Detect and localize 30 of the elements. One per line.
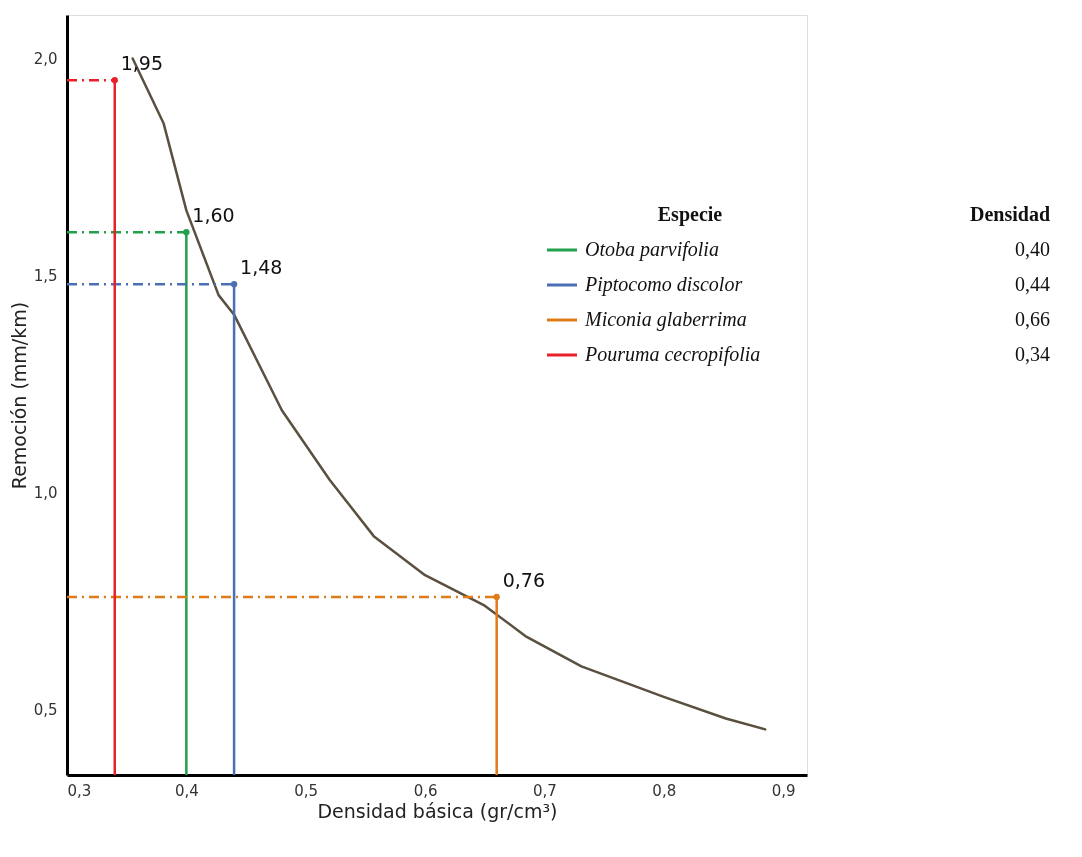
y-tick-label: 1,5 — [33, 267, 58, 286]
text: 0,34 — [1015, 343, 1050, 365]
text: Densidad — [969, 203, 1050, 225]
legend-label: Piptocomo discolor — [584, 273, 743, 296]
legend-label: Otoba parvifolia — [585, 238, 719, 261]
point — [183, 228, 190, 236]
x-tick-label: 0,5 — [294, 781, 319, 800]
legend-label: Miconia glaberrima — [584, 308, 747, 331]
y-tick-label: 2,0 — [33, 49, 58, 68]
text: 0,40 — [1015, 238, 1050, 260]
legend-label: Pouruma cecropifolia — [584, 343, 761, 366]
legend-title: Especie — [657, 203, 723, 226]
x-tick-label: 0,3 — [67, 781, 92, 800]
data-label: 1,48 — [240, 256, 283, 279]
data-label: 0,76 — [502, 568, 545, 591]
point — [493, 593, 500, 601]
y-tick-label: 1,0 — [33, 484, 58, 503]
y-axis-title: Remoción (mm/km) — [7, 301, 30, 490]
x-tick-label: 0,4 — [174, 781, 199, 800]
x-tick-label: 0,7 — [532, 781, 557, 800]
y-tick-label: 0,5 — [33, 701, 58, 720]
data-label: 1,60 — [192, 204, 235, 227]
x-axis-title: Densidad básica (gr/cm³) — [317, 799, 558, 822]
text: 0,66 — [1015, 308, 1050, 330]
point — [230, 281, 238, 288]
x-tick-label: 0,9 — [771, 781, 796, 800]
point — [111, 76, 118, 84]
x-tick-label: 0,6 — [413, 781, 438, 800]
x-tick-label: 0,8 — [652, 781, 677, 800]
text: 0,44 — [1015, 273, 1050, 295]
